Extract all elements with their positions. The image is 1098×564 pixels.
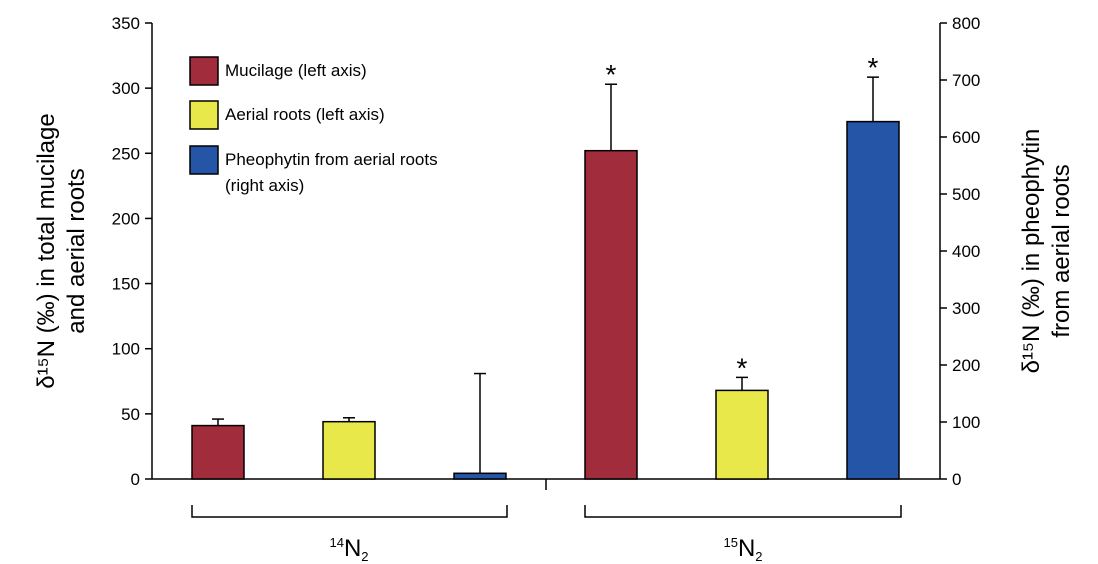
left-tick-label: 0 (131, 470, 140, 489)
legend-swatch-0 (189, 56, 219, 86)
group-bracket (191, 505, 508, 518)
right-tick-label: 200 (952, 356, 980, 375)
bar-series-0 (191, 424, 245, 480)
left-tick-label: 150 (112, 275, 140, 294)
group-label-base: N (738, 535, 755, 562)
legend-label-0: Mucilage (left axis) (225, 61, 367, 80)
bar-series-0 (584, 149, 638, 480)
y-axis-label-left: δ¹⁵N (‰) in total mucilage and aerial roo… (33, 113, 90, 388)
left-tick-label: 350 (112, 14, 140, 33)
left-tick-label: 200 (112, 209, 140, 228)
group-label-sub: 2 (361, 549, 368, 564)
group-label: 15N2 (723, 535, 762, 564)
legend-swatch-1 (189, 100, 219, 130)
legend-label-1: Aerial roots (left axis) (225, 105, 385, 124)
legend: Mucilage (left axis) Aerial roots (left a… (189, 56, 438, 195)
bars (191, 120, 900, 480)
left-tick-label: 100 (112, 340, 140, 359)
left-tick-label: 250 (112, 144, 140, 163)
right-tick-label: 500 (952, 185, 980, 204)
group-label-sup: 14 (329, 535, 343, 550)
group-label: 14N2 (329, 535, 368, 564)
right-tick-label: 700 (952, 71, 980, 90)
y-axis-label-right-line: from aerial roots (1048, 164, 1075, 337)
y-axis-label-right-line: δ¹⁵N (‰) in pheophytin (1018, 129, 1045, 374)
error-bars (212, 76, 879, 474)
bar-series-2 (846, 120, 900, 480)
bar-series-2 (453, 472, 507, 480)
left-tick-label: 50 (121, 405, 140, 424)
axes: 0 50 100 150 200 250 300 350 0 100 200 300 400 500 600… (33, 14, 1075, 490)
legend-label-line: Pheophytin from aerial roots (225, 150, 438, 169)
significance-star: * (606, 59, 617, 90)
right-tick-label: 800 (952, 14, 980, 33)
legend-label-line: (right axis) (225, 176, 304, 195)
right-tick-label: 0 (952, 470, 961, 489)
right-tick-label: 300 (952, 299, 980, 318)
legend-label-2: Pheophytin from aerial roots (right axis) (225, 150, 438, 195)
legend-label-line: Aerial roots (left axis) (225, 105, 385, 124)
left-tick-label: 300 (112, 79, 140, 98)
group-label-sup: 15 (723, 535, 737, 550)
bar-series-1 (715, 389, 769, 480)
y-axis-label-left-line: δ¹⁵N (‰) in total mucilage (33, 113, 60, 388)
significance-star: * (737, 352, 748, 383)
y-axis-label-right: δ¹⁵N (‰) in pheophytin from aerial roots (1018, 129, 1075, 374)
right-tick-label: 100 (952, 413, 980, 432)
group-bracket (584, 505, 902, 518)
right-tick-label: 600 (952, 128, 980, 147)
right-tick-label: 400 (952, 242, 980, 261)
significance-star: * (868, 52, 879, 83)
legend-swatch-2 (189, 145, 219, 175)
legend-label-line: Mucilage (left axis) (225, 61, 367, 80)
group-label-sub: 2 (755, 549, 762, 564)
bar-series-1 (322, 420, 376, 480)
significance-markers: * * * (606, 52, 879, 383)
group-label-base: N (344, 535, 361, 562)
y-axis-label-left-line: and aerial roots (63, 168, 90, 333)
